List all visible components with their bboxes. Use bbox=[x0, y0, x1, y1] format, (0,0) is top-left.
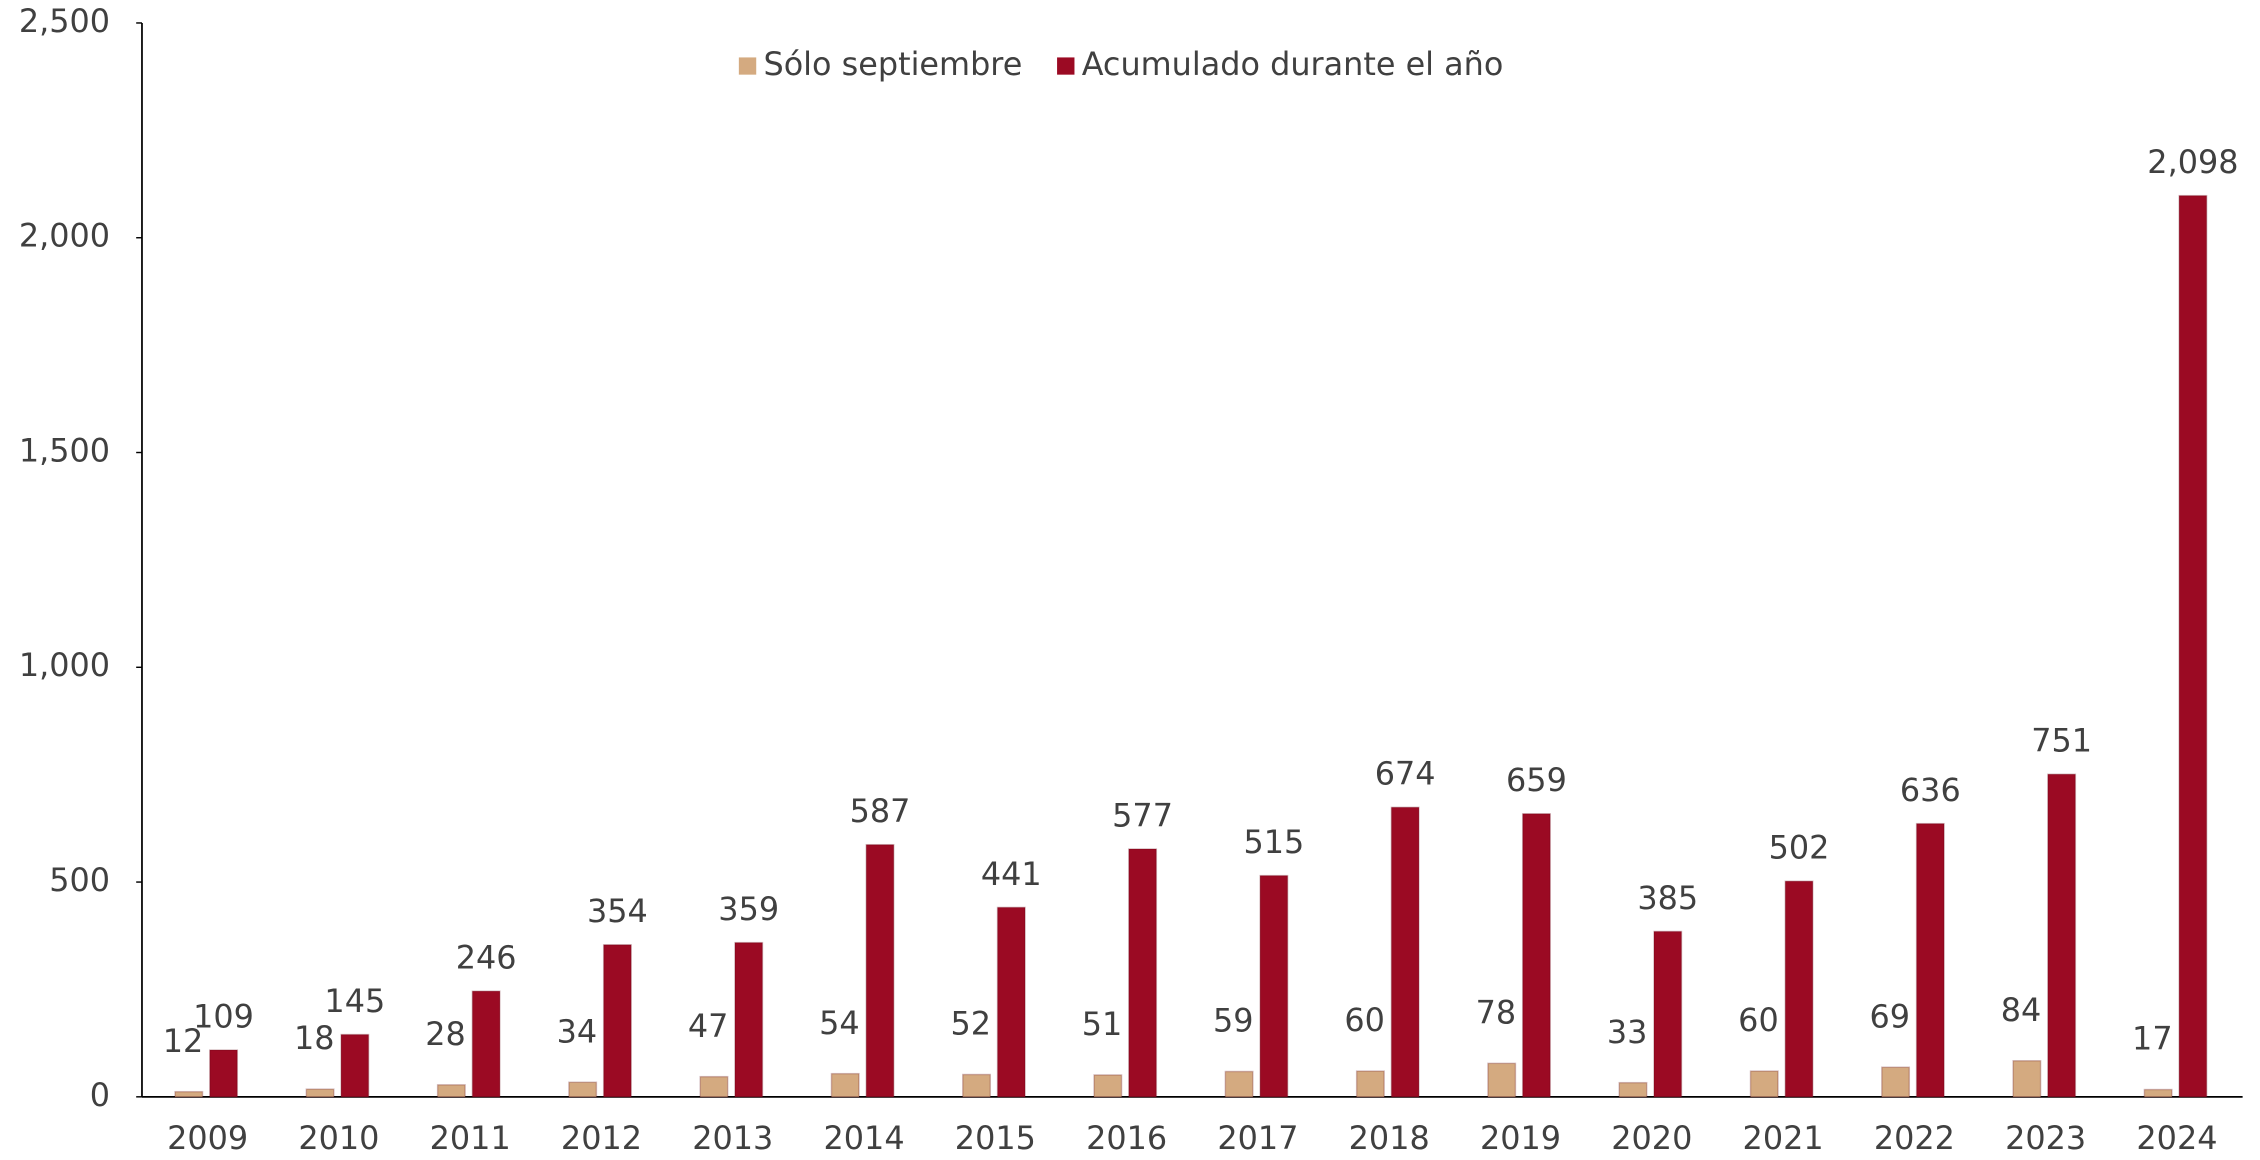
bar bbox=[1390, 806, 1420, 1098]
data-label: 47 bbox=[688, 1009, 729, 1045]
bar bbox=[340, 1033, 370, 1098]
data-label: 359 bbox=[718, 892, 779, 928]
data-label: 636 bbox=[1900, 773, 1961, 809]
data-label: 28 bbox=[425, 1017, 466, 1053]
bar bbox=[1259, 874, 1289, 1098]
legend-swatch bbox=[738, 57, 757, 75]
data-label: 515 bbox=[1243, 825, 1304, 861]
bar bbox=[2178, 194, 2208, 1098]
bar bbox=[1093, 1074, 1123, 1098]
data-label: 751 bbox=[2031, 724, 2092, 760]
data-label: 246 bbox=[456, 941, 517, 977]
x-tick-label: 2016 bbox=[1086, 1121, 1167, 1157]
x-tick-label: 2017 bbox=[1217, 1121, 1298, 1157]
bar bbox=[174, 1090, 204, 1098]
bar bbox=[2047, 773, 2077, 1098]
x-tick-label: 2023 bbox=[2005, 1121, 2086, 1157]
bar bbox=[1618, 1081, 1648, 1098]
x-tick-label: 2011 bbox=[430, 1121, 511, 1157]
data-label: 33 bbox=[1607, 1015, 1648, 1051]
bar bbox=[1128, 848, 1158, 1098]
data-label: 385 bbox=[1637, 881, 1698, 917]
data-label: 12 bbox=[163, 1024, 204, 1060]
bar bbox=[1915, 822, 1945, 1098]
legend-label: Sólo septiembre bbox=[763, 47, 1022, 83]
data-label: 354 bbox=[587, 894, 648, 930]
x-tick-label: 2013 bbox=[692, 1121, 773, 1157]
bar bbox=[1881, 1066, 1911, 1098]
bar bbox=[305, 1088, 335, 1098]
bar bbox=[1653, 930, 1683, 1098]
y-tick-label: 500 bbox=[49, 863, 110, 899]
y-tick-label: 2,000 bbox=[19, 219, 110, 255]
bar bbox=[830, 1072, 860, 1098]
data-label: 109 bbox=[193, 1000, 254, 1036]
bar bbox=[2012, 1060, 2042, 1098]
y-tick-label: 2,500 bbox=[19, 4, 110, 40]
data-label: 502 bbox=[1769, 831, 1830, 867]
data-label: 60 bbox=[1344, 1003, 1385, 1039]
data-label: 2,098 bbox=[2147, 145, 2238, 181]
data-label: 17 bbox=[2132, 1022, 2173, 1058]
data-label: 59 bbox=[1213, 1004, 1254, 1040]
x-tick-label: 2024 bbox=[2136, 1121, 2217, 1157]
data-label: 441 bbox=[981, 857, 1042, 893]
x-tick-label: 2009 bbox=[167, 1121, 248, 1157]
x-tick-label: 2020 bbox=[1611, 1121, 1692, 1157]
x-tick-label: 2010 bbox=[298, 1121, 379, 1157]
data-label: 78 bbox=[1476, 996, 1517, 1032]
bar bbox=[1749, 1070, 1779, 1098]
x-tick-label: 2021 bbox=[1743, 1121, 1824, 1157]
x-tick-label: 2014 bbox=[824, 1121, 905, 1157]
legend-label: Acumulado durante el año bbox=[1082, 47, 1504, 83]
bar bbox=[734, 941, 764, 1098]
x-tick-label: 2012 bbox=[561, 1121, 642, 1157]
x-tick-label: 2019 bbox=[1480, 1121, 1561, 1157]
bar bbox=[209, 1049, 239, 1098]
bar bbox=[2143, 1088, 2173, 1098]
bar bbox=[568, 1081, 598, 1098]
data-label: 18 bbox=[294, 1021, 335, 1057]
x-tick-label: 2018 bbox=[1349, 1121, 1430, 1157]
bar bbox=[962, 1073, 992, 1098]
bar bbox=[1224, 1070, 1254, 1098]
data-label: 34 bbox=[557, 1015, 598, 1051]
data-label: 60 bbox=[1738, 1003, 1779, 1039]
x-tick-label: 2015 bbox=[955, 1121, 1036, 1157]
y-tick-label: 0 bbox=[90, 1078, 110, 1114]
bar bbox=[1355, 1070, 1385, 1098]
data-label: 674 bbox=[1375, 757, 1436, 793]
bar bbox=[699, 1075, 729, 1098]
legend-swatch bbox=[1057, 57, 1075, 75]
data-label: 587 bbox=[850, 794, 911, 830]
data-label: 84 bbox=[2001, 993, 2042, 1029]
data-label: 54 bbox=[819, 1006, 860, 1042]
bar bbox=[471, 990, 501, 1098]
data-label: 51 bbox=[1082, 1007, 1123, 1043]
data-label: 659 bbox=[1506, 763, 1567, 799]
bar bbox=[996, 906, 1026, 1098]
data-label: 52 bbox=[950, 1007, 991, 1043]
data-label: 145 bbox=[324, 984, 385, 1020]
data-label: 69 bbox=[1869, 999, 1910, 1035]
x-tick-label: 2022 bbox=[1874, 1121, 1955, 1157]
y-tick-label: 1,000 bbox=[19, 648, 110, 684]
data-label: 577 bbox=[1112, 798, 1173, 834]
bar bbox=[1521, 813, 1551, 1098]
bar bbox=[1784, 880, 1814, 1098]
bar bbox=[1487, 1062, 1517, 1098]
y-tick-label: 1,500 bbox=[19, 434, 110, 470]
bar bbox=[436, 1084, 466, 1098]
bar bbox=[602, 944, 632, 1098]
bar bbox=[865, 843, 895, 1098]
